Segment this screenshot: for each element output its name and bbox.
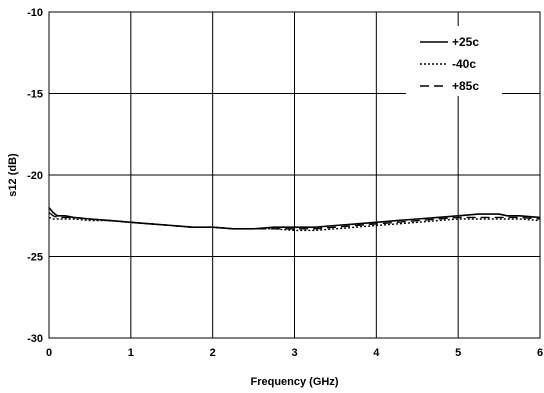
plot-area-border bbox=[48, 11, 541, 339]
x-tick-label: 5 bbox=[455, 347, 461, 359]
legend-label: +85c bbox=[452, 79, 479, 93]
y-tick-label: -25 bbox=[27, 252, 43, 264]
series-lines bbox=[48, 207, 541, 232]
x-tick-label: 2 bbox=[210, 347, 216, 359]
y-tick-label: -15 bbox=[27, 89, 43, 101]
x-tick-label: 6 bbox=[537, 347, 543, 359]
legend-label: -40c bbox=[452, 57, 476, 71]
x-tick-label: 0 bbox=[46, 347, 52, 359]
y-axis-tick-labels: -30 -25 -20 -15 -10 bbox=[27, 7, 43, 345]
series-line bbox=[48, 216, 541, 232]
legend-box bbox=[406, 26, 502, 96]
y-axis-title: s12 (dB) bbox=[7, 153, 19, 197]
x-tick-label: 4 bbox=[373, 347, 380, 359]
x-tick-label: 1 bbox=[128, 347, 134, 359]
legend: +25c -40c +85c bbox=[406, 26, 502, 96]
x-axis-title: Frequency (GHz) bbox=[250, 376, 338, 388]
grid-lines bbox=[49, 12, 540, 338]
x-axis-tick-labels: 0 1 2 3 4 5 6 bbox=[46, 347, 543, 359]
y-tick-label: -10 bbox=[27, 7, 43, 19]
y-tick-label: -30 bbox=[27, 333, 43, 345]
y-tick-label: -20 bbox=[27, 170, 43, 182]
legend-label: +25c bbox=[452, 35, 479, 49]
series-line bbox=[48, 211, 541, 230]
x-tick-label: 3 bbox=[291, 347, 297, 359]
